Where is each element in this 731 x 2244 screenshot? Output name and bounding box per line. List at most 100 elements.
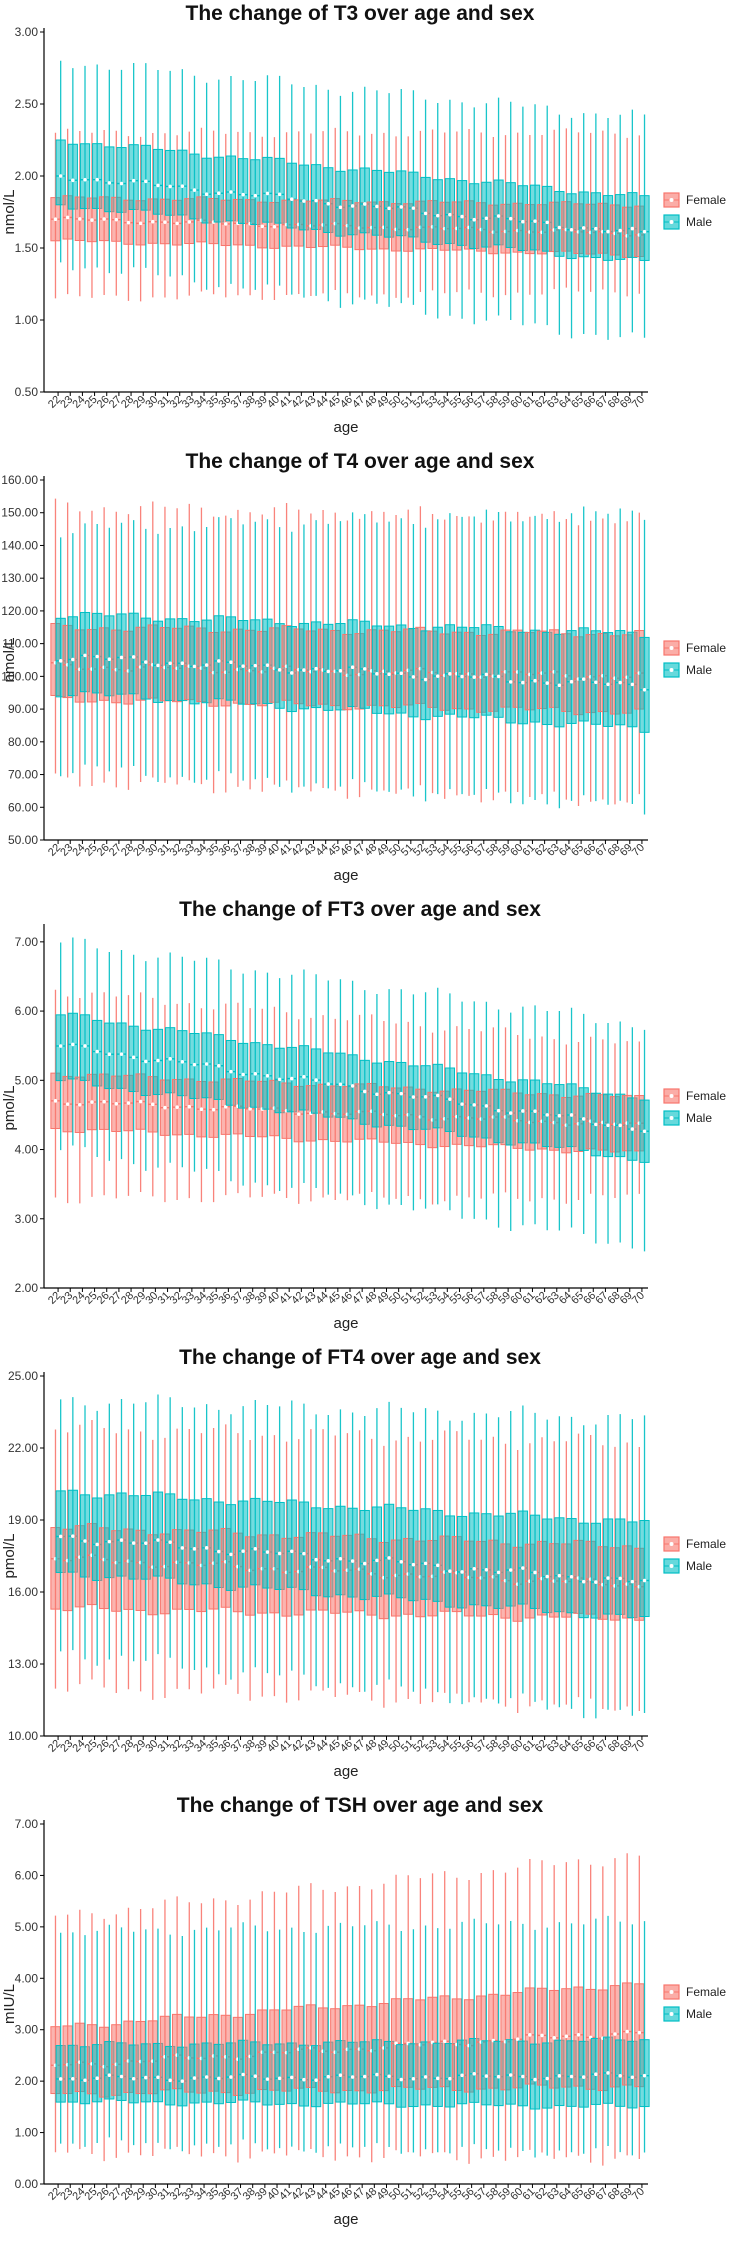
t3-male-mean-point: [168, 184, 172, 189]
t4-x-tick-label: 70: [630, 842, 647, 859]
t3-age-26-group: [99, 69, 115, 296]
tsh-y-tick-label: 4.00: [15, 1971, 39, 1985]
t4-male-mean-point: [399, 671, 404, 676]
ft4-male-mean-point: [594, 1580, 598, 1584]
t4-age-51-group: [403, 509, 419, 797]
tsh-female-mean-point: [637, 2030, 642, 2035]
tsh-male-mean-point: [241, 2072, 245, 2077]
ft3-age-68-group: [609, 1021, 626, 1243]
t4-age-69-group: [622, 510, 638, 805]
t3-male-mean-point: [508, 216, 513, 221]
ft3-male-mean-point: [71, 1042, 75, 1047]
tsh-age-33-group: [184, 1902, 200, 2155]
ft4-male-mean-point: [156, 1538, 160, 1542]
ft4-age-62-group: [536, 1419, 553, 1710]
ft4-age-30-group: [147, 1394, 164, 1700]
ft3-male-mean-point: [545, 1113, 550, 1117]
ft3-female-mean-point: [53, 1099, 58, 1103]
t3-male-box: [250, 159, 261, 226]
t3-age-48-group: [366, 90, 383, 304]
tsh-y-tick-label: 3.00: [15, 2023, 39, 2037]
ft3-age-31-group: [159, 952, 176, 1203]
ft4-age-66-group: [585, 1424, 601, 1719]
tsh-age-50-group: [390, 1874, 407, 2154]
tsh-male-mean-point: [265, 2077, 270, 2081]
tsh-age-59-group: [500, 1872, 516, 2161]
t3-female-mean-point: [163, 220, 167, 224]
t4-male-mean-point: [375, 672, 379, 676]
tsh-female-mean-point: [552, 2036, 556, 2040]
ft3-female-mean-point: [90, 1100, 94, 1104]
tsh-female-mean-point: [442, 2039, 447, 2044]
ft4-age-70-group: [634, 1415, 650, 1714]
tsh-male-mean-point: [472, 2071, 477, 2076]
t3-age-59-group: [500, 101, 516, 320]
t3-male-mean-point: [642, 229, 647, 234]
ft4-male-mean-point: [119, 1538, 124, 1542]
ft3-male-mean-point: [423, 1095, 428, 1099]
t3-female-mean-point: [138, 221, 143, 226]
t4-age-35-group: [208, 516, 224, 794]
ft3-age-25-group: [86, 948, 103, 1197]
ft3-male-mean-point: [277, 1077, 282, 1082]
ft4-legend-label-female: Female: [686, 1537, 726, 1551]
t4-age-56-group: [463, 516, 480, 796]
t3-age-31-group: [159, 70, 176, 298]
t4-x-axis-label: age: [333, 867, 358, 884]
tsh-male-mean-point: [581, 2075, 586, 2079]
t4-y-tick-label: 70.00: [8, 768, 38, 782]
ft4-male-mean-point: [289, 1549, 294, 1554]
t4-age-36-group: [220, 515, 237, 793]
ft3-male-mean-point: [399, 1091, 404, 1096]
t3-age-27-group: [111, 69, 127, 296]
tsh-female-mean-point: [515, 2037, 520, 2042]
tsh-age-38-group: [244, 1899, 261, 2159]
t3-male-mean-point: [423, 211, 428, 216]
tsh-male-mean-point: [217, 2076, 221, 2081]
ft3-female-mean-point: [163, 1105, 167, 1110]
ft4-male-mean-point: [180, 1546, 185, 1550]
ft3-age-70-group: [634, 1029, 650, 1252]
t4-age-29-group: [135, 506, 151, 782]
tsh-female-mean-point: [576, 2032, 581, 2037]
t3-male-box: [286, 162, 297, 229]
t3-male-mean-point: [460, 214, 464, 219]
ft3-male-mean-point: [289, 1076, 294, 1081]
t4-age-60-group: [512, 511, 528, 805]
t4-male-mean-point: [302, 668, 306, 672]
ft3-y-tick-label: 3.00: [15, 1212, 39, 1226]
ft4-age-26-group: [99, 1403, 115, 1688]
t4-age-30-group: [147, 501, 164, 782]
ft3-age-38-group: [244, 970, 261, 1198]
tsh-age-37-group: [232, 1905, 249, 2163]
ft4-age-32-group: [172, 1407, 188, 1689]
ft4-male-mean-point: [192, 1547, 197, 1551]
t3-female-mean-point: [223, 222, 228, 226]
ft3-male-mean-point: [83, 1044, 87, 1048]
t3-male-box: [165, 149, 176, 216]
t3-male-mean-point: [448, 212, 452, 217]
ft4-male-mean-point: [131, 1541, 136, 1545]
ft4-age-22-group: [50, 1399, 66, 1689]
t3-male-box: [128, 144, 139, 210]
t4-age-31-group: [159, 506, 176, 783]
tsh-female-mean-point: [564, 2034, 569, 2039]
ft3-y-tick-label: 7.00: [15, 935, 39, 949]
t3-male-mean-point: [289, 197, 294, 202]
tsh-age-68-group: [609, 1858, 626, 2159]
t4-male-mean-point: [314, 666, 318, 671]
ft3-y-axis-label: pmol/L: [1, 1085, 18, 1130]
tsh-age-39-group: [257, 1891, 273, 2152]
tsh-age-28-group: [123, 1907, 139, 2153]
ft3-female-mean-point: [65, 1102, 70, 1106]
tsh-male-mean-point: [71, 2076, 75, 2081]
t4-age-62-group: [536, 513, 553, 805]
ft3-age-22-group: [50, 942, 66, 1198]
t3-male-mean-point: [277, 192, 282, 197]
t3-male-box: [213, 156, 224, 223]
tsh-y-tick-label: 0.00: [15, 2177, 39, 2191]
t3-age-40-group: [269, 75, 285, 301]
ft3-age-54-group: [439, 993, 456, 1211]
ft4-male-mean-point: [241, 1549, 245, 1553]
ft3-age-67-group: [597, 1023, 614, 1244]
